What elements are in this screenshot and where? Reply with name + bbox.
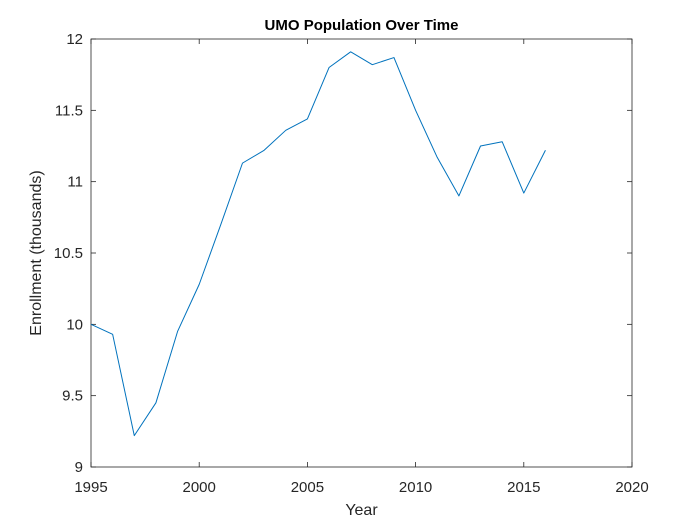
chart-title: UMO Population Over Time — [265, 17, 459, 34]
data-point — [112, 334, 113, 335]
data-point — [480, 145, 481, 146]
data-point — [523, 192, 524, 193]
y-tick-label: 12 — [66, 31, 83, 48]
data-point — [350, 51, 351, 52]
y-tick-label: 9.5 — [62, 388, 83, 405]
x-tick-label: 2015 — [507, 479, 540, 496]
data-point — [134, 435, 135, 436]
x-tick-label: 2010 — [399, 479, 432, 496]
data-point — [372, 64, 373, 65]
x-axis-label: Year — [345, 502, 378, 519]
y-axis-label: Enrollment (thousands) — [28, 170, 45, 335]
plot-area — [90, 38, 633, 468]
data-point — [90, 324, 91, 325]
data-point — [155, 402, 156, 403]
data-point — [177, 331, 178, 332]
data-point — [242, 163, 243, 164]
data-point — [220, 224, 221, 225]
y-tick-label: 10.5 — [54, 245, 83, 262]
y-tick-label: 11 — [67, 174, 83, 191]
x-tick-label: 2005 — [291, 479, 324, 496]
series-layer — [90, 51, 546, 437]
data-point — [458, 195, 459, 196]
data-point — [545, 150, 546, 151]
y-tick-label: 11.5 — [55, 102, 83, 119]
data-point — [393, 57, 394, 58]
x-tick-label: 1995 — [74, 479, 107, 496]
y-ticks-group: 9 9.5 10 10.5 11 11.5 12 — [54, 31, 632, 476]
data-point — [199, 284, 200, 285]
data-point — [307, 118, 308, 119]
y-tick-label: 9 — [75, 459, 83, 476]
data-point — [415, 110, 416, 111]
data-point — [264, 150, 265, 151]
x-ticks-group: 1995 2000 2005 2010 2015 2020 — [74, 39, 649, 496]
series-line — [90, 51, 546, 437]
data-point — [437, 157, 438, 158]
x-tick-label: 2020 — [615, 479, 648, 496]
data-point — [328, 67, 329, 68]
x-tick-label: 2000 — [183, 479, 216, 496]
y-tick-label: 10 — [66, 316, 83, 333]
data-point — [502, 141, 503, 142]
data-point — [285, 130, 286, 131]
